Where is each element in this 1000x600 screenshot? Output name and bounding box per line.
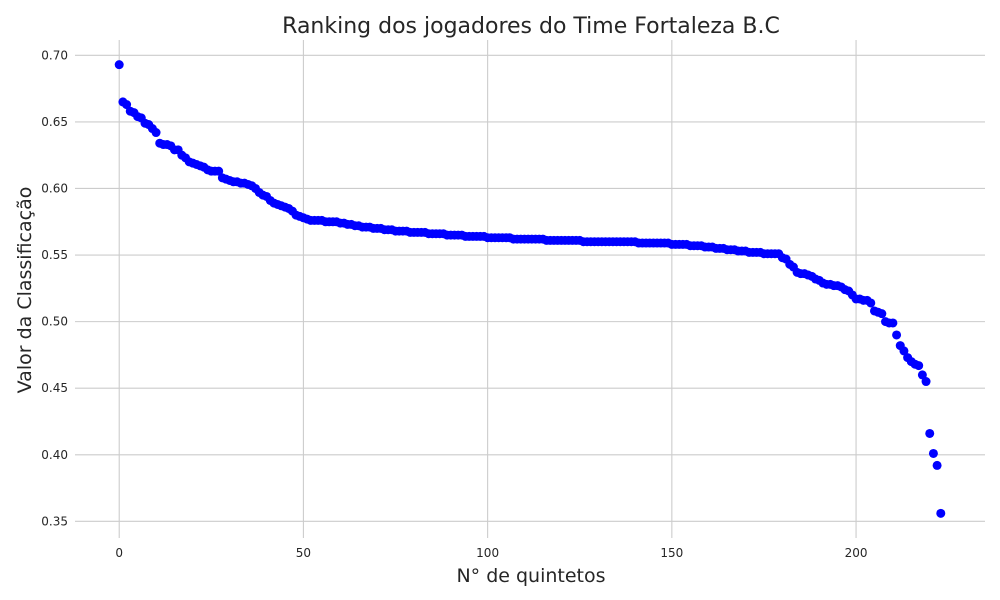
data-point: [899, 346, 909, 356]
data-point: [877, 309, 887, 319]
y-tick-label: 0.40: [41, 448, 68, 462]
y-tick-label: 0.65: [41, 115, 68, 129]
data-point: [151, 128, 161, 138]
data-point: [888, 318, 898, 328]
data-point: [214, 166, 224, 176]
y-tick-label: 0.70: [41, 48, 68, 62]
chart-title: Ranking dos jogadores do Time Fortaleza …: [282, 14, 780, 39]
x-tick-labels: 0 50 100 150 200: [115, 546, 867, 560]
y-tick-label: 0.35: [41, 514, 68, 528]
x-tick-label: 50: [296, 546, 311, 560]
data-point: [866, 298, 876, 308]
data-point: [932, 460, 942, 470]
y-axis-label: Valor da Classificação: [14, 187, 36, 394]
data-point: [925, 428, 935, 438]
data-point: [914, 361, 924, 371]
y-tick-label: 0.55: [41, 248, 68, 262]
data-point: [114, 60, 124, 70]
x-tick-label: 200: [845, 546, 868, 560]
data-points: [114, 60, 946, 518]
data-point: [917, 370, 927, 380]
grid: [75, 40, 985, 538]
y-tick-label: 0.45: [41, 381, 68, 395]
data-point: [921, 377, 931, 387]
y-tick-label: 0.50: [41, 315, 68, 329]
x-tick-label: 100: [476, 546, 499, 560]
x-tick-label: 150: [660, 546, 683, 560]
y-tick-label: 0.60: [41, 181, 68, 195]
x-tick-label: 0: [115, 546, 123, 560]
data-point: [928, 448, 938, 458]
y-tick-labels: 0.35 0.40 0.45 0.50 0.55 0.60 0.65 0.70: [41, 48, 68, 528]
data-point: [892, 330, 902, 340]
data-point: [936, 508, 946, 518]
x-axis-label: N° de quintetos: [456, 565, 605, 587]
data-point: [122, 100, 132, 110]
